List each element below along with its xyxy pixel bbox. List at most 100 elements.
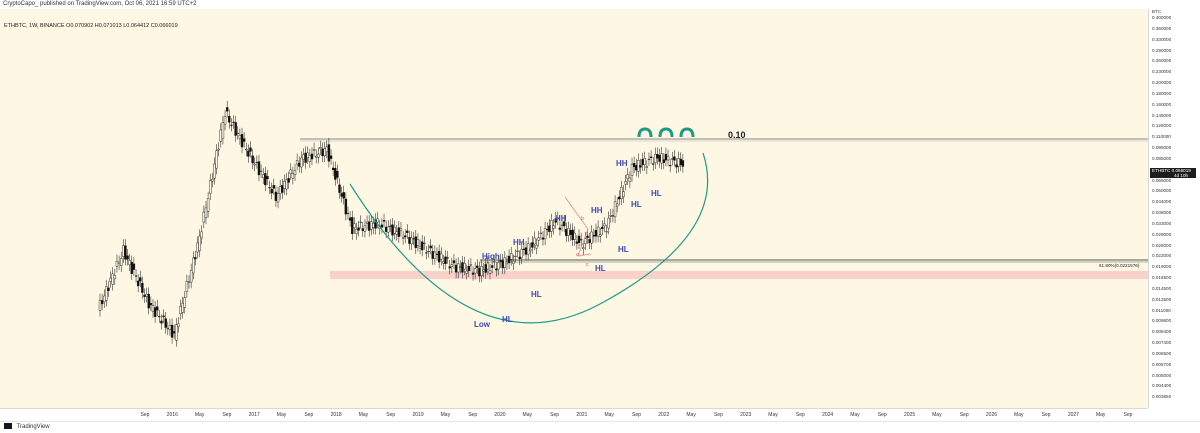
candles-group (98, 100, 685, 347)
price-tick-label: 0.019000 (1152, 264, 1172, 270)
time-axis[interactable]: Sep 2016 May Sep 2017 May Sep 2018 May Sep 2019 May… (0, 408, 1148, 421)
candle-body (355, 229, 358, 234)
time-tick-label: May (194, 412, 205, 418)
chart-pane[interactable]: a b c 0.10 High Low HL HH HL HH HH HL HL… (0, 9, 1148, 408)
candle-body (264, 173, 267, 186)
time-tick-label: Sep (1041, 412, 1051, 418)
candle-body (560, 224, 564, 226)
price-tick-label: 0.085000 (1152, 155, 1172, 161)
price-axis[interactable]: BTC 0.400000 0.360000 0.330000 0.290000 0.260… (1148, 9, 1200, 408)
candle-body (238, 135, 242, 139)
candle-body (111, 273, 114, 285)
candle-body (643, 158, 646, 165)
candle-body (435, 253, 439, 255)
candle-body (278, 186, 282, 194)
candle-body (495, 268, 498, 271)
price-tick-label: 0.038000 (1152, 210, 1172, 215)
price-tick-label: 0.230000 (1152, 69, 1172, 75)
candle-body (429, 245, 432, 249)
candle-body (310, 153, 314, 160)
candle-body (183, 297, 186, 308)
swing-label-hh-3: HH (591, 206, 603, 215)
candle-body (266, 176, 269, 180)
candle-body (353, 223, 356, 228)
candle-body (550, 220, 553, 232)
swing-label-hh-2: HH (555, 214, 567, 223)
candle-body (393, 226, 396, 234)
candle-body (537, 237, 540, 241)
candle-body (473, 268, 477, 274)
candle-body (200, 231, 203, 239)
candle-body (100, 300, 104, 305)
candle-body (575, 241, 579, 244)
time-tick-label: 2016 (166, 412, 178, 418)
candle-body (175, 324, 178, 341)
candle-body (611, 215, 615, 217)
candle-body (440, 253, 443, 260)
candle-body (124, 245, 127, 260)
swing-label-hl-2: HL (531, 290, 542, 299)
candle-body (662, 159, 666, 163)
candle-body (213, 163, 216, 179)
price-tick-label: 0.033000 (1152, 220, 1172, 226)
candle-body (590, 231, 593, 244)
candle-body (529, 248, 532, 252)
candle-body (586, 235, 589, 238)
candle-body (562, 221, 566, 227)
candle-body (317, 153, 320, 158)
candle-body (516, 250, 519, 252)
candle-body (615, 203, 619, 207)
candle-body (130, 261, 133, 274)
candle-body (605, 231, 608, 233)
candle-body (202, 211, 206, 223)
candle-body (552, 225, 555, 229)
candle-body (295, 160, 299, 165)
price-chart[interactable]: a b c 0.10 High Low HL HH HL HH HH HL HL… (0, 9, 1148, 408)
candle-body (444, 256, 447, 264)
candle-body (579, 239, 583, 241)
candle-body (526, 243, 530, 255)
candle-body (395, 231, 398, 235)
time-tick-label: Sep (386, 412, 396, 418)
candle-body (654, 154, 657, 163)
candle-body (344, 198, 348, 215)
candle-body (117, 261, 121, 264)
candle-body (457, 263, 460, 273)
candle-body (285, 179, 288, 190)
candle-body (338, 184, 341, 193)
candle-body (225, 107, 229, 112)
candle-body (649, 156, 653, 159)
candle-body (399, 228, 403, 231)
candle-body (465, 270, 468, 274)
candle-body (346, 212, 350, 214)
candle-body (656, 153, 659, 159)
candle-body (132, 263, 136, 270)
candle-body (522, 248, 526, 250)
candle-body (357, 227, 360, 231)
candle-body (601, 226, 604, 230)
candle-body (416, 239, 420, 246)
candle-body (274, 191, 278, 201)
candle-body (596, 226, 600, 237)
candle-body (412, 238, 415, 240)
swing-label-hl-3: HL (595, 264, 606, 273)
candle-body (156, 306, 159, 311)
price-axis-currency: BTC (1152, 9, 1162, 14)
candle-body (493, 261, 496, 263)
price-tick-label: 0.145000 (1152, 112, 1172, 118)
time-tick-label: 2026 (985, 412, 998, 418)
candle-body (257, 161, 261, 176)
candle-body (641, 159, 644, 166)
candle-body (359, 221, 362, 223)
candle-body (98, 300, 102, 311)
candle-body (192, 257, 195, 274)
candle-body (189, 270, 193, 283)
swing-label-low: Low (474, 320, 491, 329)
candle-body (452, 260, 456, 264)
footer-bar: TradingView (0, 421, 1200, 433)
price-tick-label: 0.014500 (1152, 285, 1172, 291)
candle-body (268, 187, 271, 189)
price-tick-label: 0.065000 (1152, 177, 1172, 183)
candle-body (546, 228, 549, 230)
candle-body (635, 165, 638, 171)
